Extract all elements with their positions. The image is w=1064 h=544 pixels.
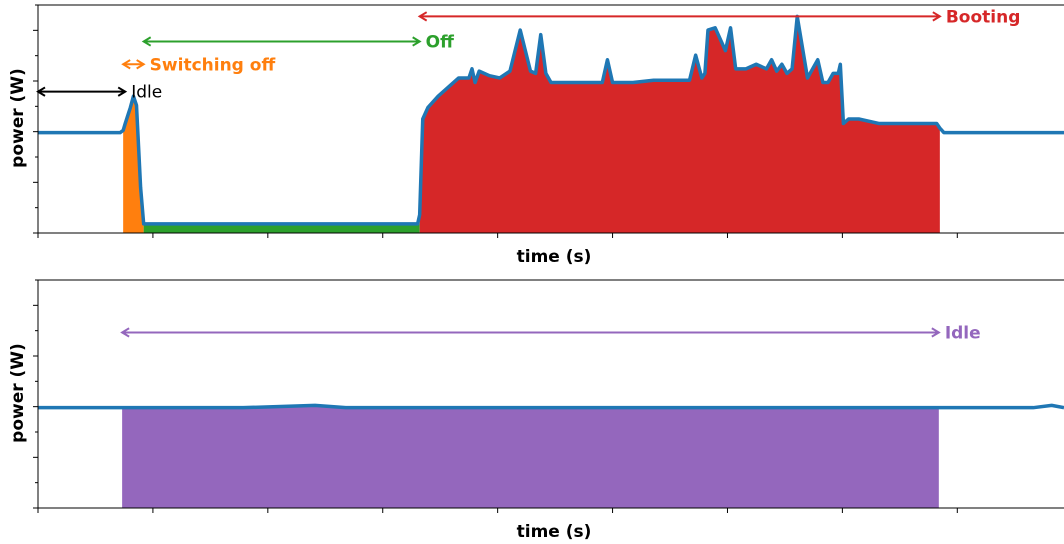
- annotation-label: Idle: [945, 323, 981, 343]
- y-axis-label-top: power (W): [8, 68, 28, 168]
- annotation-label: Off: [426, 32, 454, 52]
- annotation-arrow-head-right: [136, 59, 146, 70]
- panel-top: Idle Switching off Off Booting time (s) pow…: [8, 4, 1064, 267]
- fill-region-0: [123, 96, 144, 233]
- y-axis-label-bottom: power (W): [8, 343, 28, 443]
- panel-bottom: Idle time (s) power (W): [8, 279, 1064, 542]
- annotation-arrow-head-right: [412, 36, 422, 47]
- annotation-2: Off: [141, 32, 454, 52]
- x-axis-label-bottom: time (s): [517, 522, 592, 542]
- annotation-3: Booting: [417, 7, 1021, 27]
- annotation-label: Booting: [946, 7, 1021, 27]
- annotation-arrow-head-left: [141, 36, 152, 47]
- axes-bottom: [33, 279, 1064, 513]
- fill-regions: [122, 405, 939, 508]
- annotation-arrow-head-left: [36, 86, 46, 97]
- fill-region-0: [122, 405, 939, 508]
- annotation-arrow-head-left: [121, 59, 131, 70]
- annotation-1: Switching off: [121, 55, 276, 75]
- power-line-top: [38, 14, 1064, 226]
- annotation-label: Idle: [131, 83, 162, 103]
- annotation-arrow-head-right: [932, 11, 942, 22]
- fill-region-2: [419, 16, 940, 234]
- annotation-label: Switching off: [150, 55, 276, 75]
- power-line-bottom: [38, 403, 1064, 410]
- annotations-bottom: Idle: [120, 323, 981, 343]
- annotation-arrow-head-left: [417, 11, 428, 22]
- annotation-arrow-head-right: [931, 327, 941, 338]
- annotation-0: Idle: [36, 83, 162, 103]
- fill-regions: [123, 16, 940, 234]
- annotation-arrow-head-right: [117, 86, 128, 97]
- annotation-0: Idle: [120, 323, 981, 343]
- annotation-arrow-head-left: [120, 327, 130, 338]
- x-axis-label-top: time (s): [517, 247, 592, 267]
- annotations-top: Idle Switching off Off Booting: [36, 7, 1021, 103]
- axes-top: [33, 4, 1064, 238]
